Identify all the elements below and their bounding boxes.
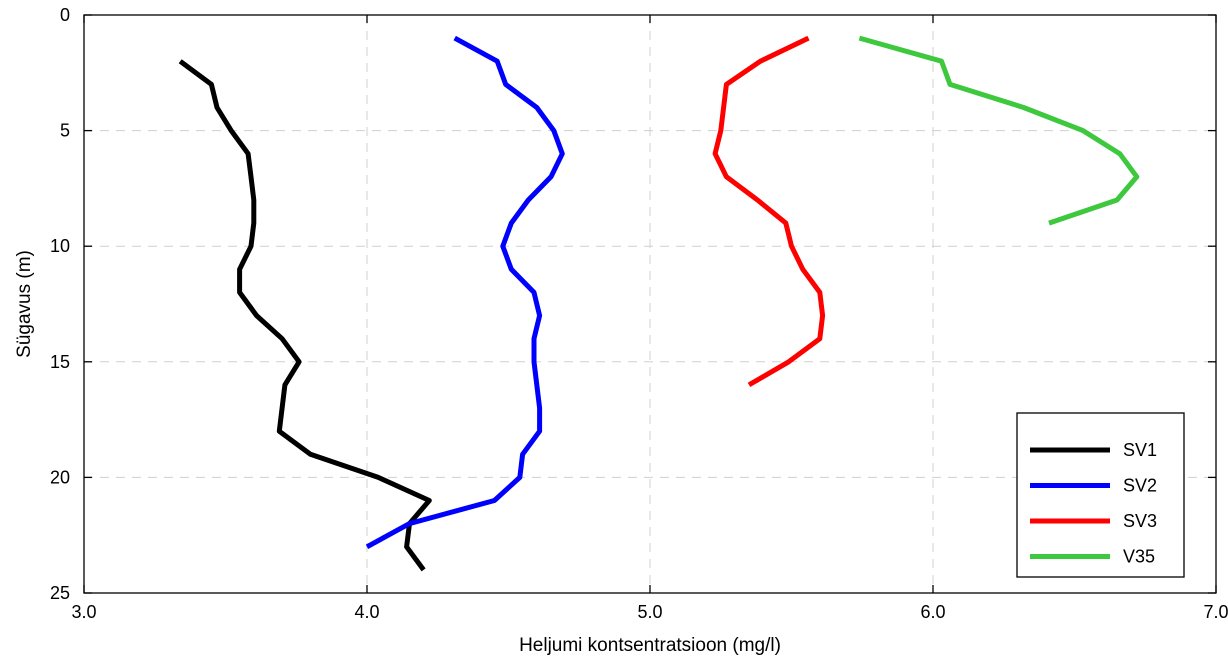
x-axis-label: Heljumi kontsentratsioon (mg/l) xyxy=(519,635,781,656)
x-tick-label: 5.0 xyxy=(637,602,662,622)
x-tick-label: 6.0 xyxy=(920,602,945,622)
grid-layer xyxy=(84,15,1216,593)
y-tick-labels: 0 5 10 15 20 25 xyxy=(50,5,70,603)
y-tick-label: 0 xyxy=(60,5,70,25)
y-axis-label: Sügavus (m) xyxy=(14,250,35,358)
x-tick-label: 4.0 xyxy=(354,602,379,622)
legend-box xyxy=(1016,412,1185,578)
x-tick-label: 7.0 xyxy=(1203,602,1228,622)
series-line-v35 xyxy=(858,35,1140,226)
plot-frame xyxy=(83,14,1217,594)
y-tick-label: 25 xyxy=(50,583,70,603)
legend-label-v35: V35 xyxy=(1123,547,1155,567)
y-tick-label: 5 xyxy=(60,121,70,141)
legend: SV1 SV2 SV3 V35 xyxy=(1016,412,1185,578)
y-tick-label: 10 xyxy=(50,236,70,256)
series-line-sv1 xyxy=(178,59,432,572)
legend-label-sv1: SV1 xyxy=(1123,440,1157,460)
x-tick-label: 3.0 xyxy=(71,602,96,622)
legend-label-sv2: SV2 xyxy=(1123,476,1157,496)
series-line-sv2 xyxy=(365,35,565,549)
series-line-sv3 xyxy=(712,35,826,388)
legend-label-sv3: SV3 xyxy=(1123,511,1157,531)
y-tick-label: 15 xyxy=(50,352,70,372)
y-tick-label: 20 xyxy=(50,467,70,487)
x-tick-labels: 3.0 4.0 5.0 6.0 7.0 xyxy=(71,602,1228,622)
series-layer xyxy=(178,35,1140,572)
